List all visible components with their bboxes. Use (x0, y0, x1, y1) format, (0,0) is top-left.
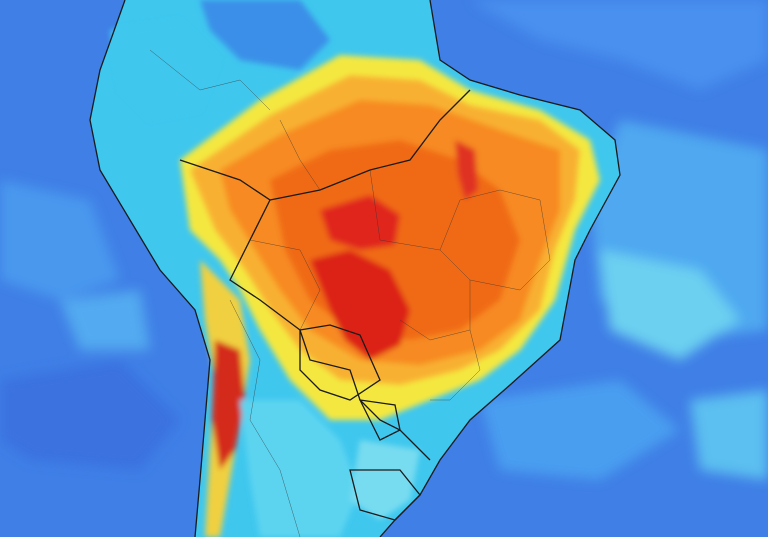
ocean-patterns (0, 0, 768, 480)
state-borders (149, 49, 551, 537)
continent (90, 0, 620, 537)
